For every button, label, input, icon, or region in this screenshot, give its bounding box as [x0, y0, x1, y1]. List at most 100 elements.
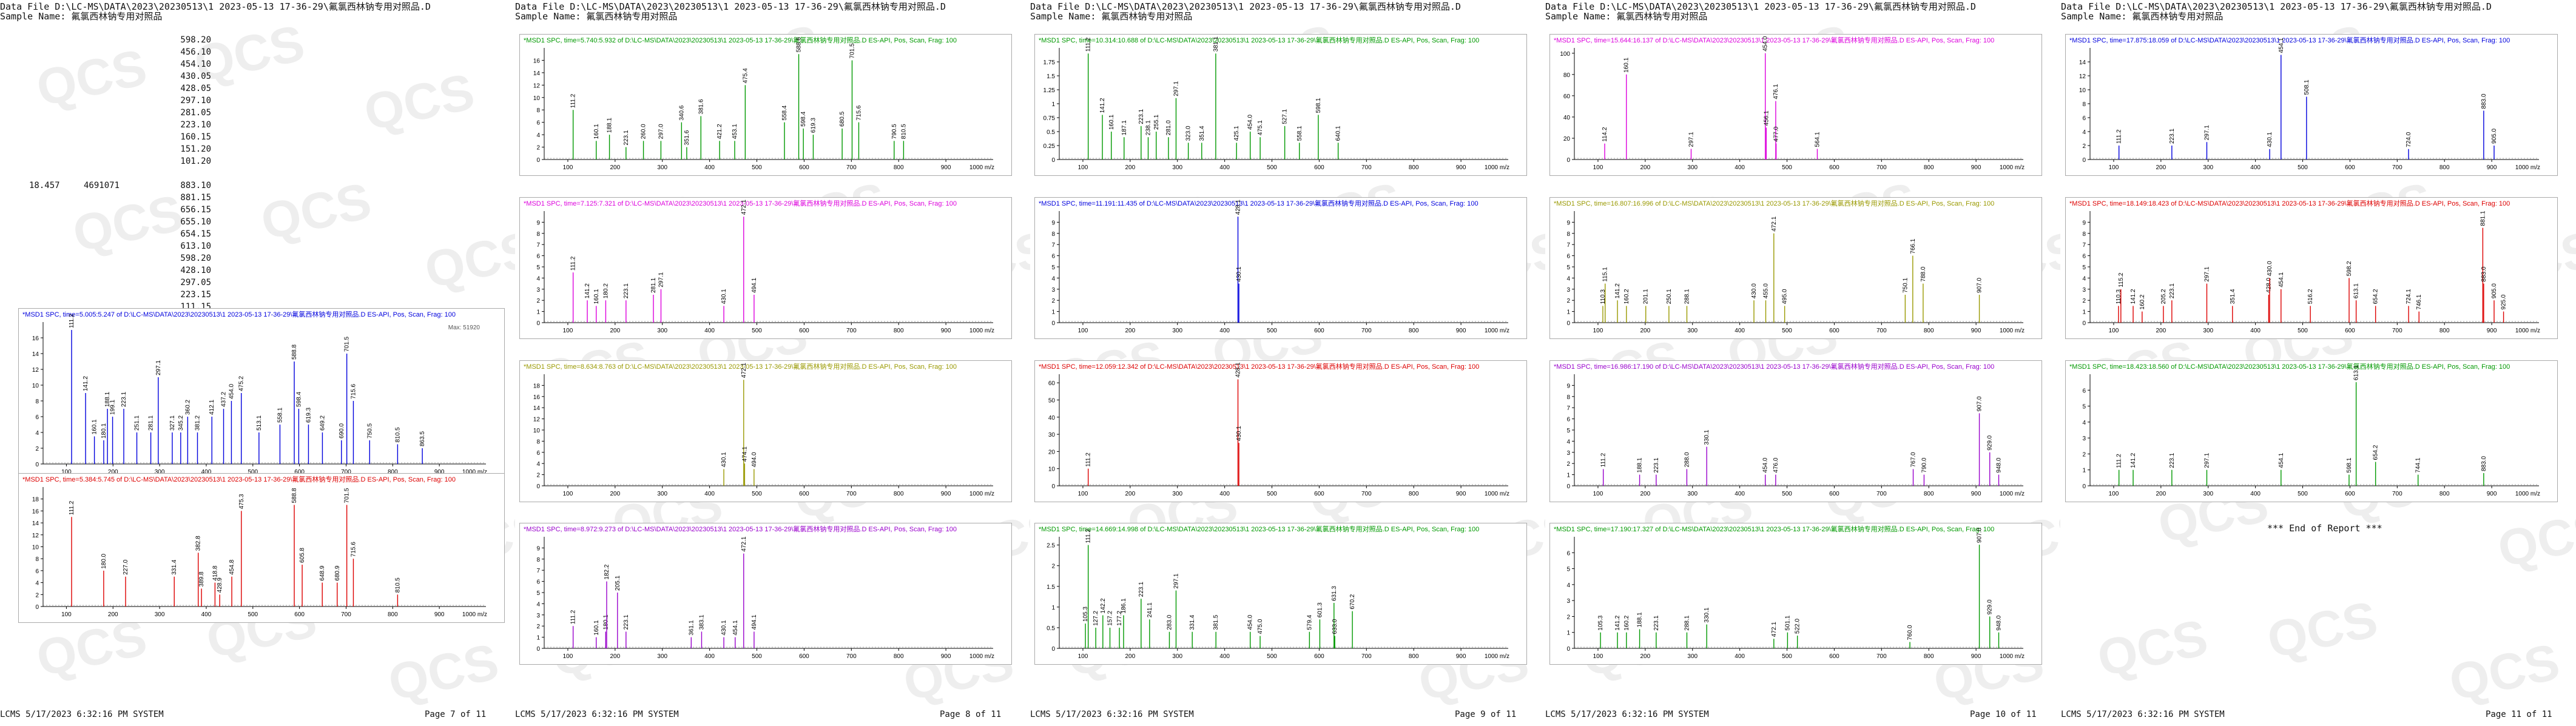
peak-label: 633.0	[1332, 619, 1338, 634]
mass-spectrum-panel: *MSD1 SPC, time=18.423:18.560 of D:\LC-M…	[2065, 360, 2558, 502]
y-tick-label: 8	[35, 556, 39, 563]
peak-label: 454.0	[1762, 36, 1769, 51]
peak-label: 907.0	[1977, 396, 1983, 411]
x-tick-label: 600	[1829, 328, 1839, 334]
x-tick-label: 100	[1078, 164, 1088, 171]
x-axis-unit: 1000 m/z	[2000, 653, 2025, 660]
x-tick-label: 100	[61, 611, 72, 618]
spectrum-title: *MSD1 SPC, time=11.191:11.435 of D:\LC-M…	[1039, 200, 1479, 207]
peak-label: 223.1	[623, 283, 630, 298]
y-tick-label: 12	[2079, 73, 2086, 80]
y-tick-label: 0	[536, 320, 540, 327]
peak-label: 297.1	[2203, 266, 2210, 281]
x-axis-unit: 1000 m/z	[969, 653, 994, 660]
y-tick-label: 0	[536, 646, 540, 653]
peak-label: 223.1	[1138, 109, 1145, 124]
x-tick-label: 700	[1361, 164, 1372, 171]
peak-label: 701.5	[344, 488, 351, 503]
peak-label: 613.1	[2353, 365, 2360, 380]
peak-label: 383.1	[698, 614, 705, 630]
peak-label: 111.2	[69, 314, 75, 328]
peak-label: 558.4	[781, 105, 788, 120]
peak-label: 475.1	[1257, 120, 1264, 135]
peak-label: 160.2	[1623, 289, 1630, 304]
x-tick-label: 100	[1078, 653, 1088, 660]
peak-label: 863.5	[419, 431, 426, 446]
peak-label: 111.2	[570, 93, 577, 108]
peak-label: 251.1	[134, 415, 141, 431]
peak-label: 345.2	[178, 415, 184, 431]
x-tick-label: 800	[894, 491, 904, 497]
spectrum-plot: 0 1 2 3 4 5 6 100 200 300 400 500 600 700 800 900 1000 m…	[1566, 528, 2025, 660]
peak-label: 188.1	[1637, 612, 1644, 627]
spectrum-plot: 0 1 2 3 4 5 6 100 200 300 400 500 600 700 800 900 1000 m…	[2082, 365, 2540, 497]
y-tick-label: 20	[1563, 136, 1571, 143]
x-axis-unit: 1000 m/z	[2515, 164, 2540, 171]
peak-label: 428.1	[1235, 200, 1242, 215]
peak-label: 881.1	[2480, 210, 2486, 226]
y-tick-label: 0.5	[1047, 129, 1055, 136]
x-tick-label: 300	[1687, 164, 1698, 171]
x-tick-label: 500	[1782, 653, 1792, 660]
y-tick-label: 30	[1048, 432, 1056, 439]
x-tick-label: 400	[1219, 491, 1230, 497]
peak-label: 141.2	[83, 376, 89, 391]
y-tick-label: 1	[1051, 309, 1055, 316]
x-tick-label: 700	[2392, 491, 2402, 497]
peak-label: 330.1	[1704, 607, 1710, 622]
mz-cell: 151.20	[180, 144, 211, 154]
x-tick-label: 400	[1735, 653, 1745, 660]
x-tick-label: 800	[1409, 491, 1419, 497]
peak-label: 925.0	[2501, 294, 2507, 309]
page-number: Page 9 of 11	[1455, 710, 1517, 719]
x-tick-label: 600	[1314, 491, 1324, 497]
peak-label: 619.3	[810, 118, 817, 133]
x-tick-label: 900	[1456, 653, 1466, 660]
peak-label: 929.0	[1987, 599, 1994, 614]
peak-label: 715.6	[350, 384, 357, 399]
y-tick-label: 2	[1566, 298, 1570, 304]
peak-label: 250.1	[1666, 289, 1673, 304]
area-cell	[84, 240, 163, 252]
area-cell	[84, 289, 163, 301]
x-axis-unit: 1000 m/z	[969, 328, 994, 334]
x-tick-label: 400	[2250, 328, 2261, 334]
x-tick-label: 500	[2298, 164, 2308, 171]
peak-label: 421.2	[716, 124, 723, 139]
peak-label: 105.3	[1597, 615, 1604, 630]
area-cell	[84, 155, 163, 167]
x-tick-label: 100	[2109, 164, 2119, 171]
y-tick-label: 14	[32, 520, 39, 527]
x-tick-label: 200	[2156, 164, 2166, 171]
x-tick-label: 600	[1314, 653, 1324, 660]
x-tick-label: 700	[846, 164, 857, 171]
x-tick-label: 100	[563, 491, 573, 497]
x-tick-label: 400	[704, 491, 715, 497]
spectrum-title: *MSD1 SPC, time=5.740:5.932 of D:\LC-MS\…	[524, 37, 957, 44]
y-tick-label: 6	[35, 414, 39, 421]
peak-label: 428.9	[217, 577, 223, 593]
peak-label: 323.0	[1185, 126, 1192, 141]
peak-label: 454.1	[2278, 452, 2285, 468]
retention-time-cell	[29, 119, 84, 131]
x-tick-label: 400	[704, 653, 715, 660]
y-tick-label: 0	[1051, 320, 1055, 327]
peak-label: 670.2	[1349, 594, 1356, 609]
mz-cell: 430.05	[180, 72, 211, 81]
peak-label: 331.4	[1189, 614, 1196, 630]
page-number: Page 7 of 11	[425, 710, 487, 719]
x-tick-label: 500	[1267, 164, 1277, 171]
y-tick-label: 5	[536, 590, 540, 597]
x-axis-unit: 1000 m/z	[1485, 328, 1509, 334]
y-tick-label: 3	[536, 287, 540, 294]
x-tick-label: 300	[1172, 653, 1182, 660]
peak-label: 105.3	[1082, 607, 1089, 622]
y-tick-label: 12	[533, 417, 541, 423]
x-tick-label: 400	[1735, 328, 1745, 334]
x-tick-label: 800	[1924, 328, 1934, 334]
x-tick-label: 600	[2345, 328, 2355, 334]
y-tick-label: 3	[1566, 287, 1570, 294]
y-tick-label: 0.75	[1044, 115, 1056, 122]
peak-label: 223.1	[1653, 457, 1660, 472]
y-tick-label: 0	[2082, 320, 2086, 327]
